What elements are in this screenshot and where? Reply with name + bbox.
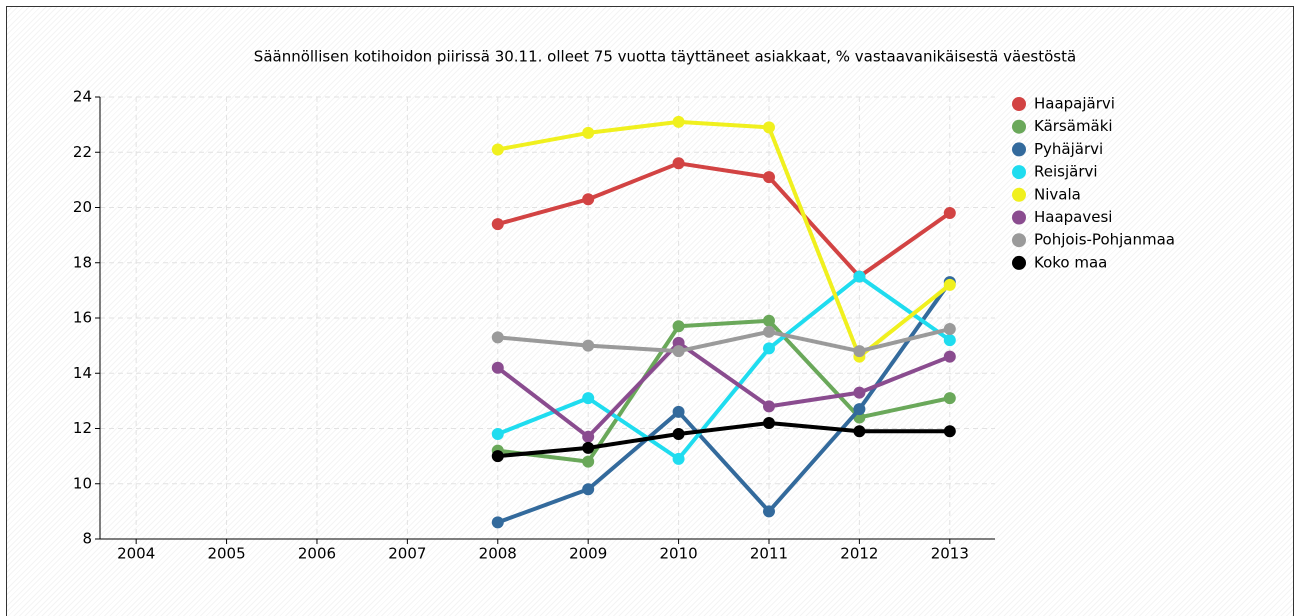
series-line [496, 340, 951, 439]
data-point [491, 331, 504, 344]
data-point [943, 323, 956, 336]
data-point [672, 452, 685, 465]
data-point [853, 345, 866, 358]
data-point [672, 345, 685, 358]
legend-marker [1012, 255, 1026, 270]
x-tick-label: 2006 [298, 545, 336, 563]
data-point [762, 416, 775, 429]
legend-marker [1012, 142, 1026, 157]
series-line [497, 327, 951, 354]
y-tick-label: 16 [73, 309, 92, 327]
series-line [497, 274, 951, 461]
data-point [491, 218, 504, 231]
series-line [497, 420, 950, 459]
data-point [943, 278, 956, 291]
x-tick-label: 2005 [207, 545, 245, 563]
x-tick-label: 2012 [840, 545, 878, 563]
data-point [672, 405, 685, 418]
y-tick-label: 14 [73, 364, 92, 382]
y-tick-label: 10 [73, 474, 92, 492]
data-point [491, 428, 504, 441]
legend-label: Haapajärvi [1034, 95, 1115, 113]
legend-marker [1012, 210, 1026, 225]
data-point [762, 400, 775, 413]
data-point [491, 516, 504, 529]
data-point [582, 455, 595, 468]
legend-label: Pyhäjärvi [1034, 140, 1103, 158]
data-point [762, 121, 775, 134]
chart-title: Säännöllisen kotihoidon piirissä 30.11. … [254, 48, 1076, 66]
legend-marker [1012, 233, 1026, 248]
data-point [582, 392, 595, 405]
data-point [582, 126, 595, 139]
legend-marker [1012, 187, 1026, 202]
data-point [943, 392, 956, 405]
y-tick-label: 22 [73, 143, 92, 161]
y-tick-label: 12 [73, 419, 92, 437]
series-line [497, 119, 952, 359]
data-point [943, 350, 956, 363]
data-point [853, 425, 866, 438]
data-point [582, 339, 595, 352]
series-line [497, 161, 951, 279]
legend-marker [1012, 165, 1026, 180]
data-point [491, 361, 504, 374]
x-tick-label: 2013 [931, 545, 969, 563]
x-tick-label: 2007 [388, 545, 426, 563]
y-tick-label: 18 [73, 253, 92, 271]
data-point [672, 115, 685, 128]
y-tick-label: 24 [73, 88, 92, 106]
legend-label: Nivala [1034, 185, 1081, 203]
data-point [943, 207, 956, 220]
frame [6, 6, 1294, 616]
y-tick-label: 8 [82, 530, 92, 548]
data-point [672, 157, 685, 170]
legend-label: Pohjois-Pohjanmaa [1034, 231, 1175, 249]
legend-marker [1012, 97, 1026, 111]
data-point [582, 483, 595, 496]
series-line [497, 318, 951, 464]
legend-label: Kärsämäki [1034, 117, 1113, 135]
data-point [582, 441, 595, 454]
x-tick-label: 2010 [659, 545, 697, 563]
data-point [762, 171, 775, 184]
data-point [672, 428, 685, 441]
data-point [762, 325, 775, 338]
data-point [491, 143, 504, 156]
legend-marker [1012, 119, 1026, 134]
data-point [491, 450, 504, 463]
x-tick-label: 2004 [117, 545, 155, 563]
data-point [853, 386, 866, 399]
data-point [762, 505, 775, 518]
data-point [943, 334, 956, 347]
x-tick-label: 2009 [569, 545, 607, 563]
x-tick-label: 2011 [750, 545, 788, 563]
data-point [582, 193, 595, 206]
data-point [582, 430, 595, 443]
data-point [853, 403, 866, 416]
data-point [853, 270, 866, 283]
legend-label: Haapavesi [1034, 208, 1112, 226]
y-tick-label: 20 [73, 198, 92, 216]
data-point [943, 425, 956, 438]
x-tick-label: 2008 [479, 545, 517, 563]
data-point [672, 336, 685, 349]
legend-label: Koko maa [1034, 253, 1107, 271]
data-point [762, 314, 775, 327]
data-point [672, 320, 685, 333]
data-point [762, 342, 775, 355]
legend-label: Reisjärvi [1034, 163, 1098, 181]
